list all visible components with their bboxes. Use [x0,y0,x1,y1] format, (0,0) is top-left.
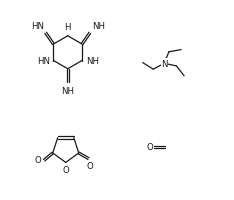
Text: HN: HN [37,57,50,66]
Text: NH: NH [61,86,74,95]
Text: N: N [161,60,168,68]
Text: NH: NH [92,22,105,31]
Text: O: O [35,155,42,164]
Text: HN: HN [31,22,44,31]
Text: O: O [86,161,93,170]
Text: NH: NH [86,57,99,66]
Text: O: O [62,165,69,174]
Text: O: O [146,143,153,151]
Text: H: H [65,23,71,32]
